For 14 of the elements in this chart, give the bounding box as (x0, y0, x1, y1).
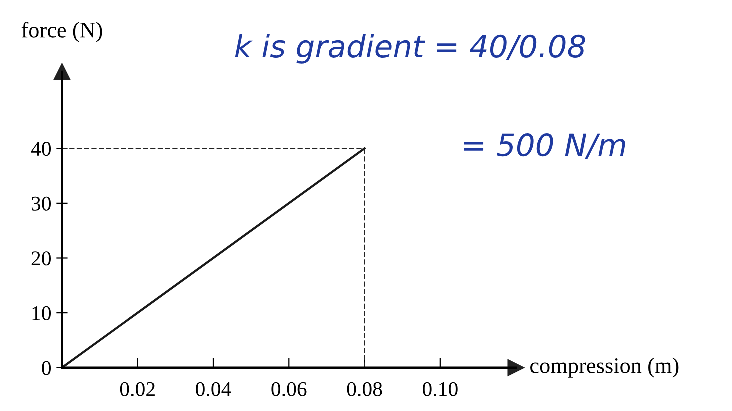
x-axis-title: compression (m) (530, 358, 679, 378)
text: k is gradient = 40/0.08 (235, 34, 586, 64)
y-tick-label: 40 (31, 142, 52, 156)
y-tick-label: 0 (42, 361, 52, 376)
x-tick-label: 0.02 (120, 382, 155, 396)
y-tick-label: 30 (32, 196, 52, 211)
y-axis-title: force (N) (22, 22, 102, 42)
x-tick-label: 0.04 (196, 382, 232, 396)
x-tick-label: 0.06 (272, 382, 307, 396)
annotation: = 500 N/m (464, 134, 626, 160)
x-tick-label: 0.10 (422, 382, 458, 396)
y-tick-label: 10 (32, 306, 52, 320)
x-tick-label: 0.08 (347, 382, 382, 396)
y-tick-label: 20 (32, 252, 52, 266)
